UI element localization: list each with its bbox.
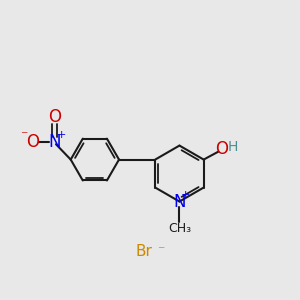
Text: O: O [215,140,228,158]
Text: O: O [26,133,39,151]
Text: N: N [173,193,186,211]
Text: H: H [228,140,238,154]
Text: N: N [48,133,61,151]
Text: O: O [48,108,61,126]
Text: ⁻: ⁻ [20,130,27,144]
Text: +: + [56,130,66,140]
Text: Br: Br [136,244,152,259]
Text: +: + [181,190,190,200]
Text: CH₃: CH₃ [168,221,191,235]
Text: ⁻: ⁻ [157,244,164,259]
